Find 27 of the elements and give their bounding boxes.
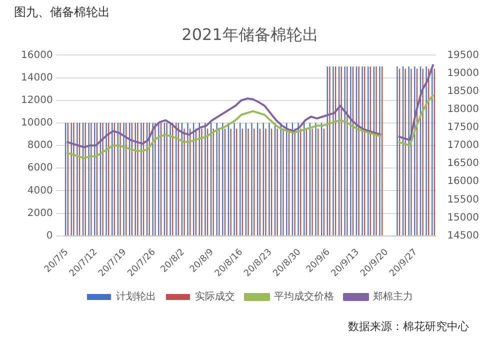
y-tick-label: 12000 [21,94,53,106]
y-tick-label: 16000 [21,50,53,61]
y2-tick-label: 18500 [447,86,479,97]
y-tick-label: 10000 [21,118,53,129]
text: 图九、储备棉轮出 [14,4,110,21]
y-tick-label: 14000 [21,72,53,84]
y2-tick-label: 19000 [447,68,479,79]
y2-tick-label: 17000 [447,140,479,152]
legend-label: 实际成交 [195,290,235,303]
y-tick-label: 0 [46,230,53,242]
y2-tick-label: 16500 [447,158,479,170]
y-tick-label: 4000 [27,185,53,196]
y2-tick-label: 14500 [447,230,479,242]
legend-label: 计划轮出 [116,290,156,303]
y-tick-label: 2000 [27,208,53,219]
y2-tick-label: 19500 [447,50,479,61]
y-tick-label: 6000 [27,162,53,174]
y2-tick-label: 17500 [447,122,479,134]
legend-label: 平均成交价格 [274,290,334,303]
legend-label: 郑棉主力 [373,290,413,303]
y-tick-label: 8000 [27,140,53,152]
chart-title: 2021年储备棉轮出 [182,24,318,44]
source-note: 数据来源：棉花研究中心 [348,319,469,334]
y2-tick-label: 16000 [447,176,479,188]
y2-tick-label: 15000 [447,212,479,224]
y2-tick-label: 18000 [447,104,479,115]
y2-tick-label: 15500 [447,194,479,206]
